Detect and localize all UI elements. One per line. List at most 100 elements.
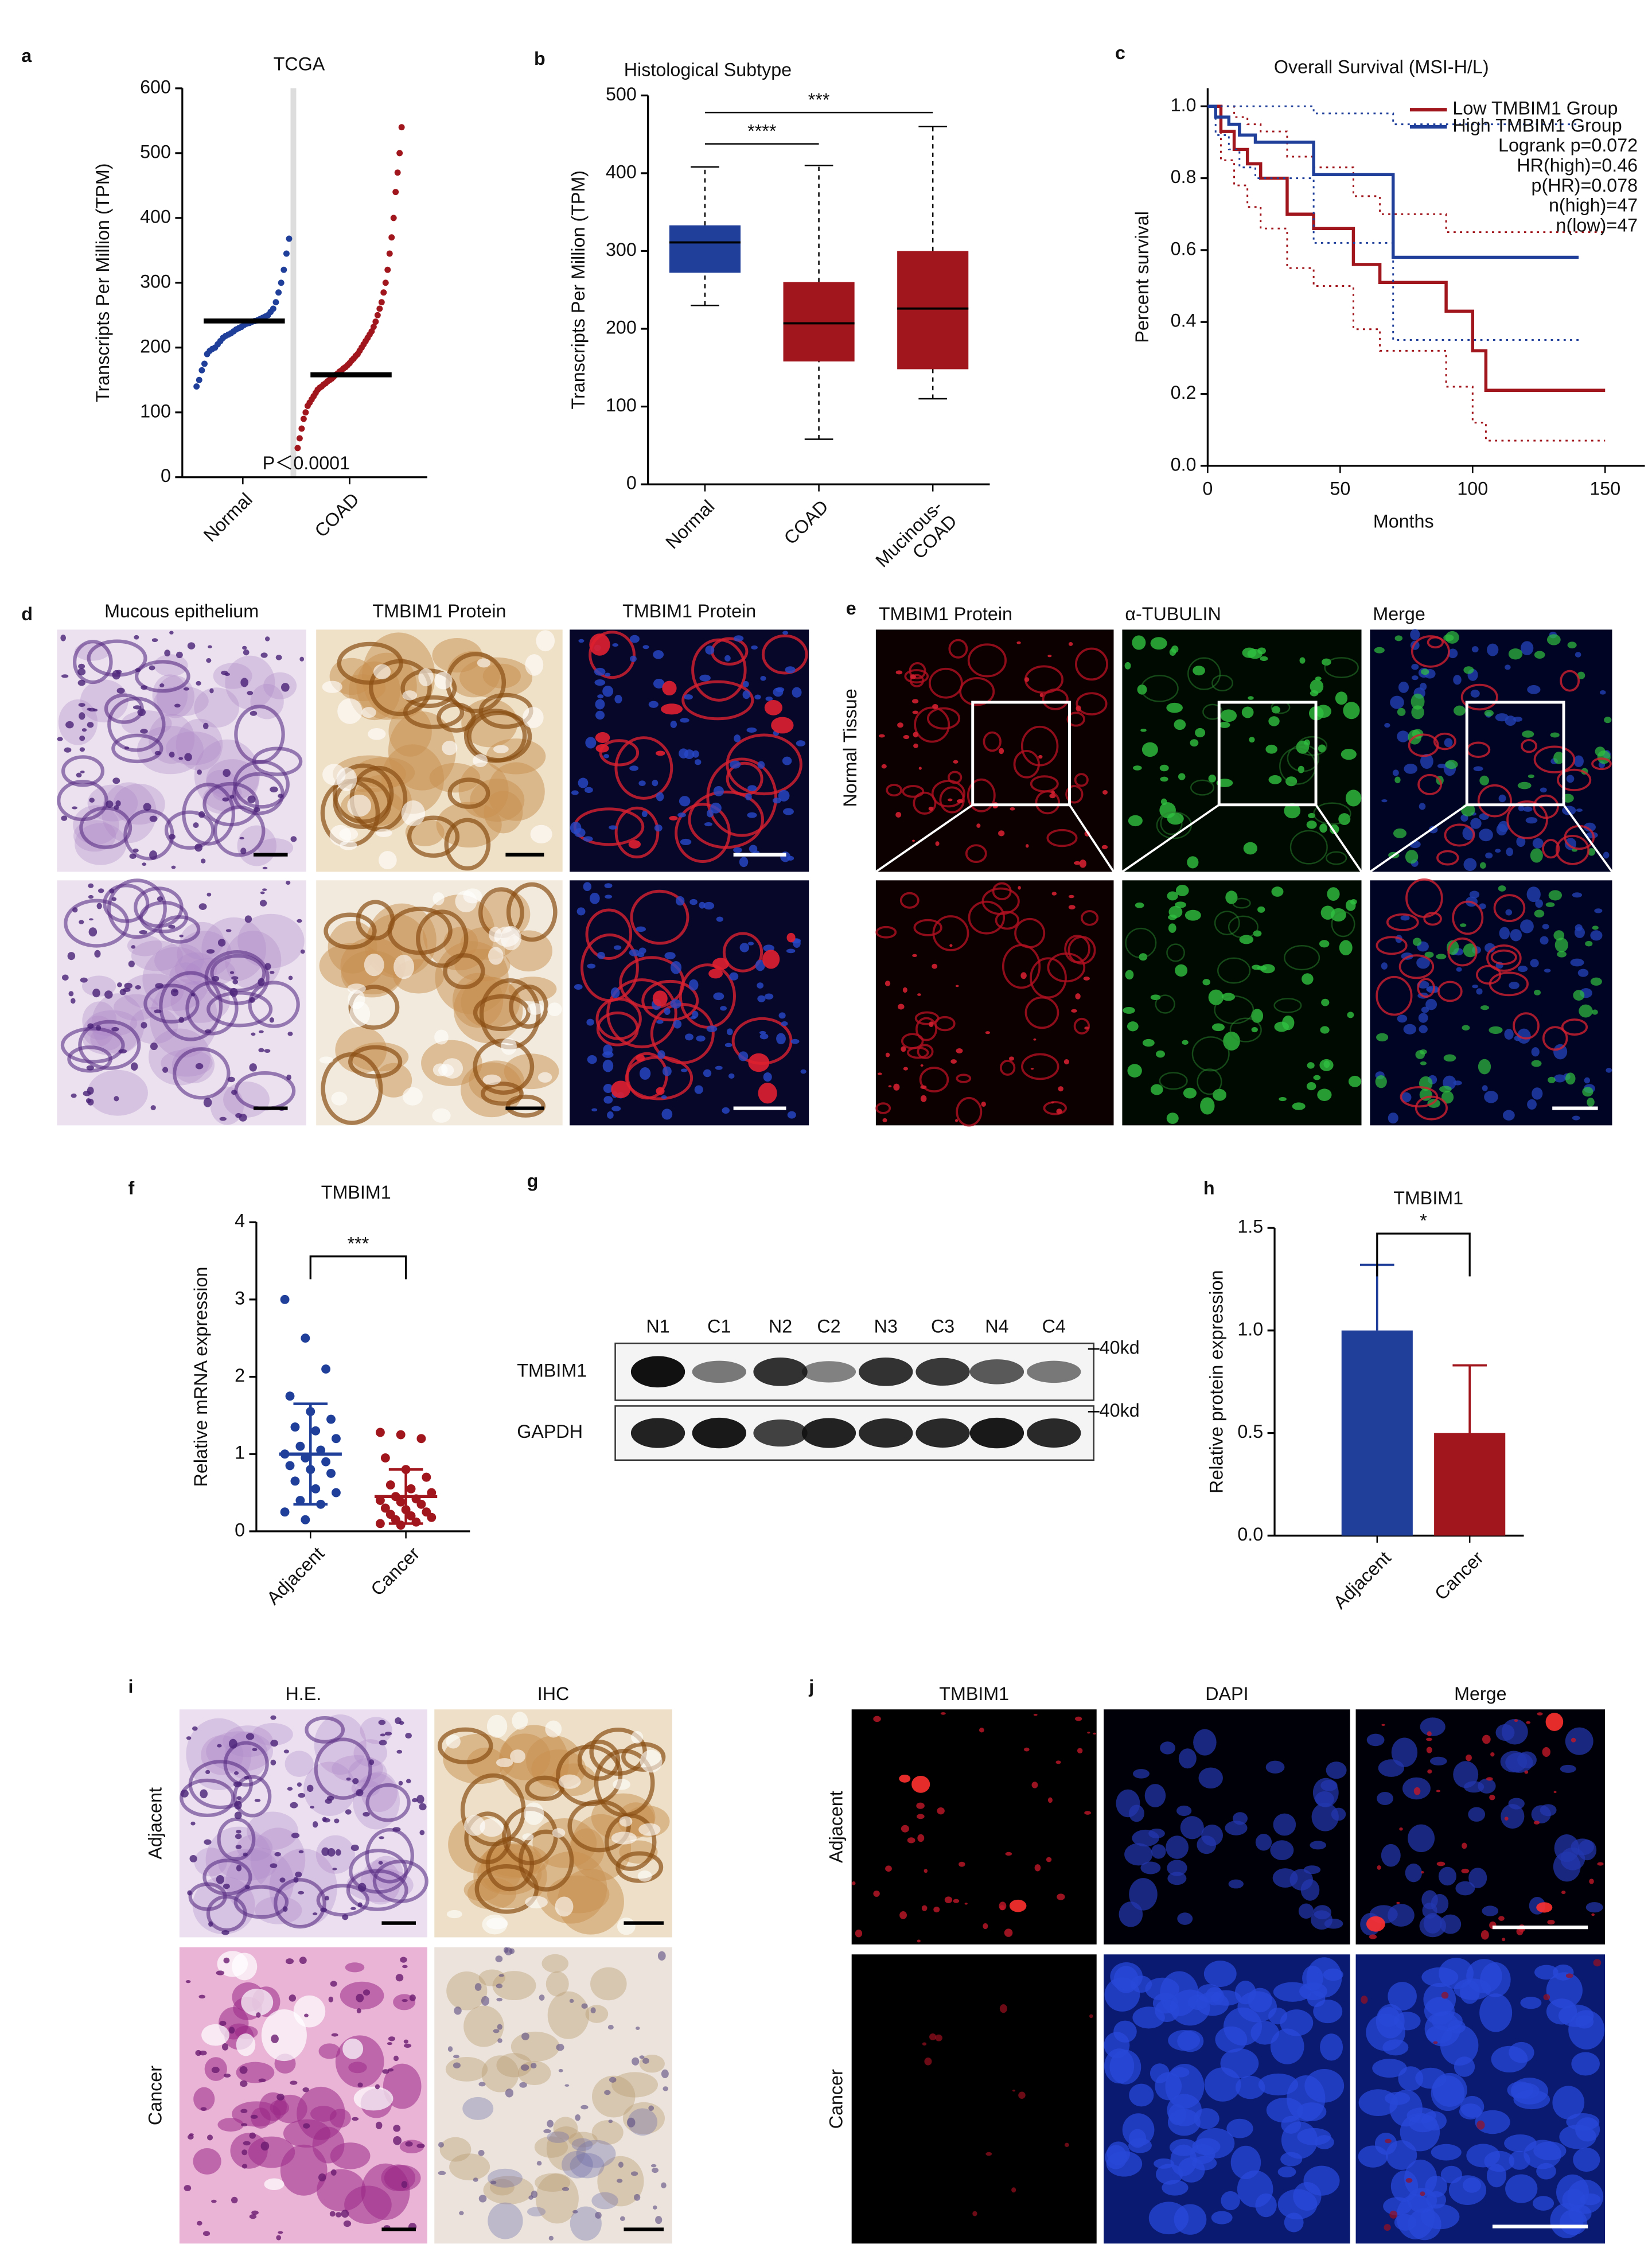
- texture: [365, 1827, 414, 1884]
- texture: [60, 635, 67, 641]
- texture: [919, 1067, 949, 1093]
- texture: [932, 703, 938, 709]
- texture: [537, 1072, 552, 1083]
- micrograph: [1370, 629, 1612, 872]
- texture: [1310, 679, 1324, 694]
- texture: [1429, 1756, 1447, 1765]
- point: [375, 1519, 385, 1529]
- texture: [1216, 779, 1233, 787]
- point: [286, 235, 293, 242]
- texture: [150, 1105, 156, 1110]
- texture: [547, 1991, 590, 2039]
- texture: [1140, 675, 1179, 702]
- texture: [787, 855, 794, 861]
- texture: [94, 950, 101, 958]
- texture: [270, 1740, 278, 1747]
- texture: [1527, 685, 1541, 694]
- texture: [217, 2118, 244, 2132]
- texture: [964, 1903, 968, 1905]
- lane-label: C3: [931, 1316, 954, 1336]
- texture: [285, 1751, 314, 1777]
- texture: [1310, 1841, 1327, 1850]
- texture: [131, 940, 183, 971]
- texture: [174, 703, 181, 708]
- texture: [1411, 635, 1450, 668]
- texture: [661, 2069, 669, 2079]
- texture: [1064, 2142, 1069, 2147]
- texture: [1550, 732, 1560, 738]
- texture: [1547, 1919, 1555, 1925]
- texture: [1079, 860, 1086, 868]
- texture: [1479, 1993, 1513, 2032]
- texture: [67, 1045, 112, 1073]
- texture: [1327, 887, 1340, 901]
- texture: [1339, 940, 1353, 956]
- texture: [291, 1833, 300, 1838]
- texture: [999, 1905, 1005, 1911]
- texture: [1166, 1113, 1179, 1124]
- texture: [79, 735, 85, 741]
- texture: [298, 1891, 305, 1895]
- texture: [1498, 1916, 1505, 1921]
- texture: [1093, 1732, 1097, 1735]
- texture: [629, 635, 640, 643]
- stat-text: n(high)=47: [1549, 195, 1638, 216]
- texture: [1426, 1747, 1432, 1753]
- texture: [487, 2168, 523, 2188]
- texture: [1587, 1098, 1595, 1107]
- texture: [519, 2082, 527, 2088]
- texture: [1129, 2083, 1154, 2107]
- texture: [1369, 1934, 1377, 1939]
- texture: [1211, 2211, 1233, 2224]
- texture: [720, 1006, 727, 1011]
- y-tick-label: 2: [235, 1365, 245, 1386]
- texture: [536, 2161, 542, 2166]
- texture: [497, 2038, 502, 2043]
- texture: [899, 1911, 907, 1919]
- texture: [342, 2038, 364, 2059]
- texture: [210, 1086, 244, 1125]
- texture: [690, 1016, 696, 1020]
- texture: [630, 655, 637, 662]
- texture: [1378, 1759, 1405, 1777]
- texture: [1534, 909, 1545, 918]
- texture: [305, 1716, 345, 1744]
- texture: [232, 979, 239, 985]
- texture: [194, 687, 240, 728]
- texture: [699, 901, 706, 909]
- texture: [1113, 2020, 1137, 2043]
- texture: [1489, 1794, 1495, 1800]
- texture: [407, 815, 460, 858]
- texture: [1495, 1724, 1515, 1741]
- texture: [486, 1714, 508, 1738]
- texture: [590, 2007, 596, 2014]
- texture: [552, 1828, 566, 1838]
- significance-label: ****: [747, 120, 777, 141]
- column-header: Merge: [1373, 604, 1425, 624]
- point: [332, 1488, 341, 1498]
- texture: [79, 712, 85, 720]
- point: [285, 1391, 295, 1401]
- texture: [1560, 1847, 1585, 1870]
- texture: [180, 1778, 235, 1818]
- texture: [608, 2119, 613, 2124]
- texture: [899, 892, 919, 909]
- point: [374, 312, 381, 318]
- texture: [1225, 890, 1238, 904]
- blot-band: [1027, 1418, 1081, 1448]
- texture: [1198, 1767, 1223, 1789]
- point: [406, 1511, 416, 1520]
- texture: [1526, 1721, 1531, 1724]
- texture: [1102, 790, 1108, 795]
- texture: [168, 924, 176, 929]
- texture: [1377, 1792, 1393, 1805]
- texture: [547, 1002, 562, 1017]
- texture: [474, 1983, 482, 1991]
- texture: [1526, 886, 1541, 903]
- stat-text: HR(high)=0.46: [1517, 155, 1638, 176]
- texture: [1167, 1872, 1187, 1885]
- texture: [641, 979, 699, 1022]
- zoom-line: [1121, 804, 1220, 873]
- micrograph: [1122, 629, 1362, 872]
- texture: [597, 951, 605, 959]
